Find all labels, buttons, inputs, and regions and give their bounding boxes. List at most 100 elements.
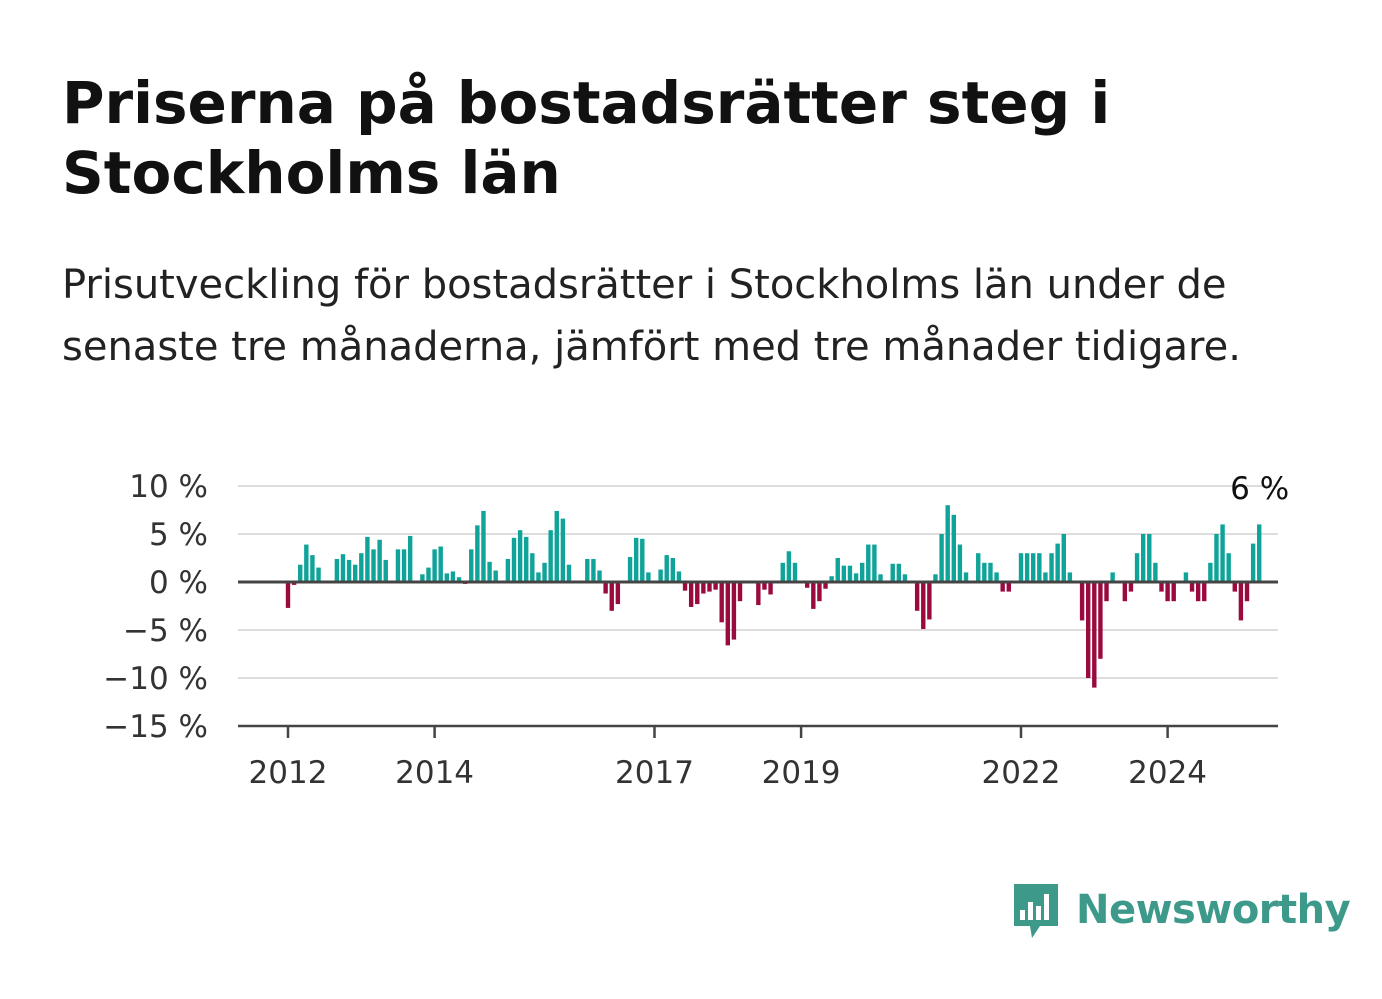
- bar: [1257, 524, 1262, 582]
- bar: [1226, 553, 1231, 582]
- y-tick-label: 5 %: [149, 517, 208, 553]
- bar: [438, 546, 443, 582]
- bar: [536, 572, 541, 582]
- bar: [805, 582, 810, 588]
- bar: [1000, 582, 1005, 592]
- bar: [365, 536, 370, 582]
- bar: [817, 582, 822, 602]
- bar: [792, 562, 798, 582]
- bar: [627, 557, 633, 582]
- bar: [420, 574, 425, 582]
- bar: [1049, 553, 1054, 582]
- bar: [334, 558, 340, 582]
- bar: [493, 570, 498, 582]
- bar: [1153, 562, 1158, 582]
- y-tick-label: 0 %: [149, 565, 208, 601]
- bar: [517, 530, 523, 582]
- bar: [939, 534, 944, 582]
- bar: [640, 538, 645, 582]
- bar: [676, 571, 682, 582]
- bar: [872, 544, 877, 582]
- y-tick-label: 10 %: [129, 469, 208, 505]
- bar: [371, 549, 376, 582]
- bar: [1043, 572, 1048, 582]
- bar: [1110, 572, 1115, 582]
- bar: [896, 563, 902, 582]
- bar: [383, 559, 388, 582]
- bar: [475, 525, 480, 582]
- bar: [847, 565, 853, 582]
- bar: [1250, 543, 1256, 582]
- bar: [285, 582, 291, 608]
- bar: [1134, 553, 1140, 582]
- bar: [756, 582, 761, 606]
- bar: [1104, 582, 1109, 602]
- bar: [597, 570, 602, 582]
- y-axis-ticks: 10 % 5 % 0 % −5 % −10 % −15 %: [103, 469, 208, 745]
- bar: [768, 582, 773, 595]
- brand-name: Newsworthy: [1076, 887, 1351, 933]
- bar: [346, 559, 352, 582]
- bar: [359, 553, 364, 582]
- bar: [902, 574, 908, 582]
- bar: [664, 555, 669, 582]
- bar: [945, 505, 950, 582]
- bar: [560, 518, 566, 582]
- bar: [737, 582, 743, 602]
- bar: [670, 558, 676, 582]
- bar: [1220, 524, 1225, 582]
- bar: [921, 582, 926, 630]
- bar: [585, 558, 590, 582]
- last-value-annotation: 6 %: [1230, 471, 1289, 507]
- bar: [1067, 572, 1073, 582]
- bar: [890, 563, 895, 582]
- bar: [1006, 582, 1011, 592]
- bar: [609, 582, 614, 611]
- x-tick-label: 2014: [395, 755, 474, 791]
- bar: [1183, 572, 1189, 582]
- bar: [994, 572, 999, 582]
- bar: [835, 558, 840, 582]
- bar: [841, 565, 847, 582]
- bar: [1195, 582, 1201, 602]
- bar: [914, 582, 920, 611]
- bar: [1055, 543, 1060, 582]
- bar: [719, 582, 724, 623]
- bar: [823, 582, 828, 589]
- bar: [1031, 553, 1036, 582]
- bar: [1122, 582, 1128, 602]
- bar: [1018, 553, 1024, 582]
- bar: [988, 562, 993, 582]
- bar: [395, 549, 401, 582]
- bar: [1202, 582, 1207, 602]
- bar: [982, 562, 987, 582]
- bar: [688, 582, 694, 607]
- bar: [1024, 553, 1030, 582]
- bar: [603, 582, 608, 594]
- bar: [1098, 582, 1103, 659]
- bar: [298, 564, 303, 582]
- bar: [352, 564, 358, 582]
- bar: [1037, 553, 1042, 582]
- bar: [1165, 582, 1170, 602]
- bar: [487, 561, 492, 582]
- bar: [707, 582, 712, 592]
- bar: [951, 514, 957, 582]
- bar: [1092, 582, 1097, 688]
- bar: [731, 582, 737, 640]
- bar: [713, 582, 718, 590]
- bar: [310, 555, 315, 582]
- x-tick-label: 2019: [762, 755, 841, 791]
- bar: [401, 549, 407, 582]
- y-tick-label: −5 %: [123, 613, 208, 649]
- bar: [633, 537, 639, 582]
- bar: [853, 573, 859, 582]
- bar: [866, 544, 871, 582]
- bar: [1214, 534, 1219, 582]
- bar: [1238, 582, 1244, 621]
- bar: [1079, 582, 1085, 621]
- chart-axes: [238, 580, 1278, 728]
- bar: [682, 582, 688, 591]
- bar: [511, 537, 517, 582]
- bar: [530, 553, 535, 582]
